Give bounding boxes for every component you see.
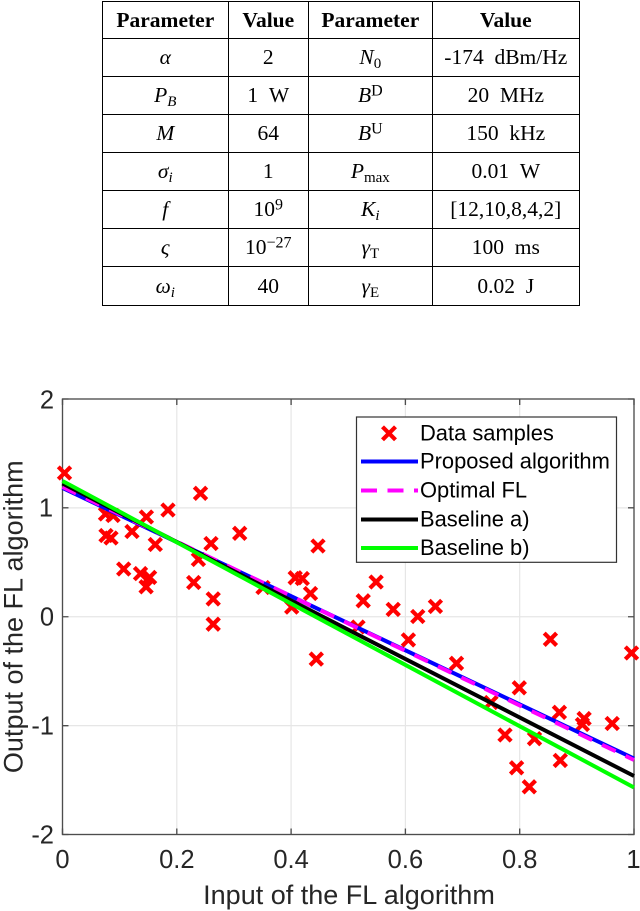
svg-text:0: 0 [40,604,54,632]
svg-text:0.4: 0.4 [273,846,308,874]
svg-text:1: 1 [39,495,53,523]
svg-text:Baseline a): Baseline a) [420,507,530,532]
svg-text:1: 1 [626,846,640,874]
svg-text:Proposed algorithm: Proposed algorithm [420,449,610,474]
svg-text:0.8: 0.8 [502,846,537,874]
svg-text:Data samples: Data samples [420,421,554,446]
svg-text:Baseline b): Baseline b) [420,535,530,560]
svg-text:-2: -2 [31,822,54,850]
svg-text:0: 0 [55,846,69,874]
svg-text:Output of the FL algorithm: Output of the FL algorithm [0,460,29,773]
svg-text:0.2: 0.2 [159,846,194,874]
svg-text:Input of the FL algorithm: Input of the FL algorithm [203,880,495,910]
svg-text:-1: -1 [31,713,54,741]
svg-text:2: 2 [40,387,54,415]
svg-text:0.6: 0.6 [388,846,423,874]
svg-text:Optimal FL: Optimal FL [420,478,527,503]
